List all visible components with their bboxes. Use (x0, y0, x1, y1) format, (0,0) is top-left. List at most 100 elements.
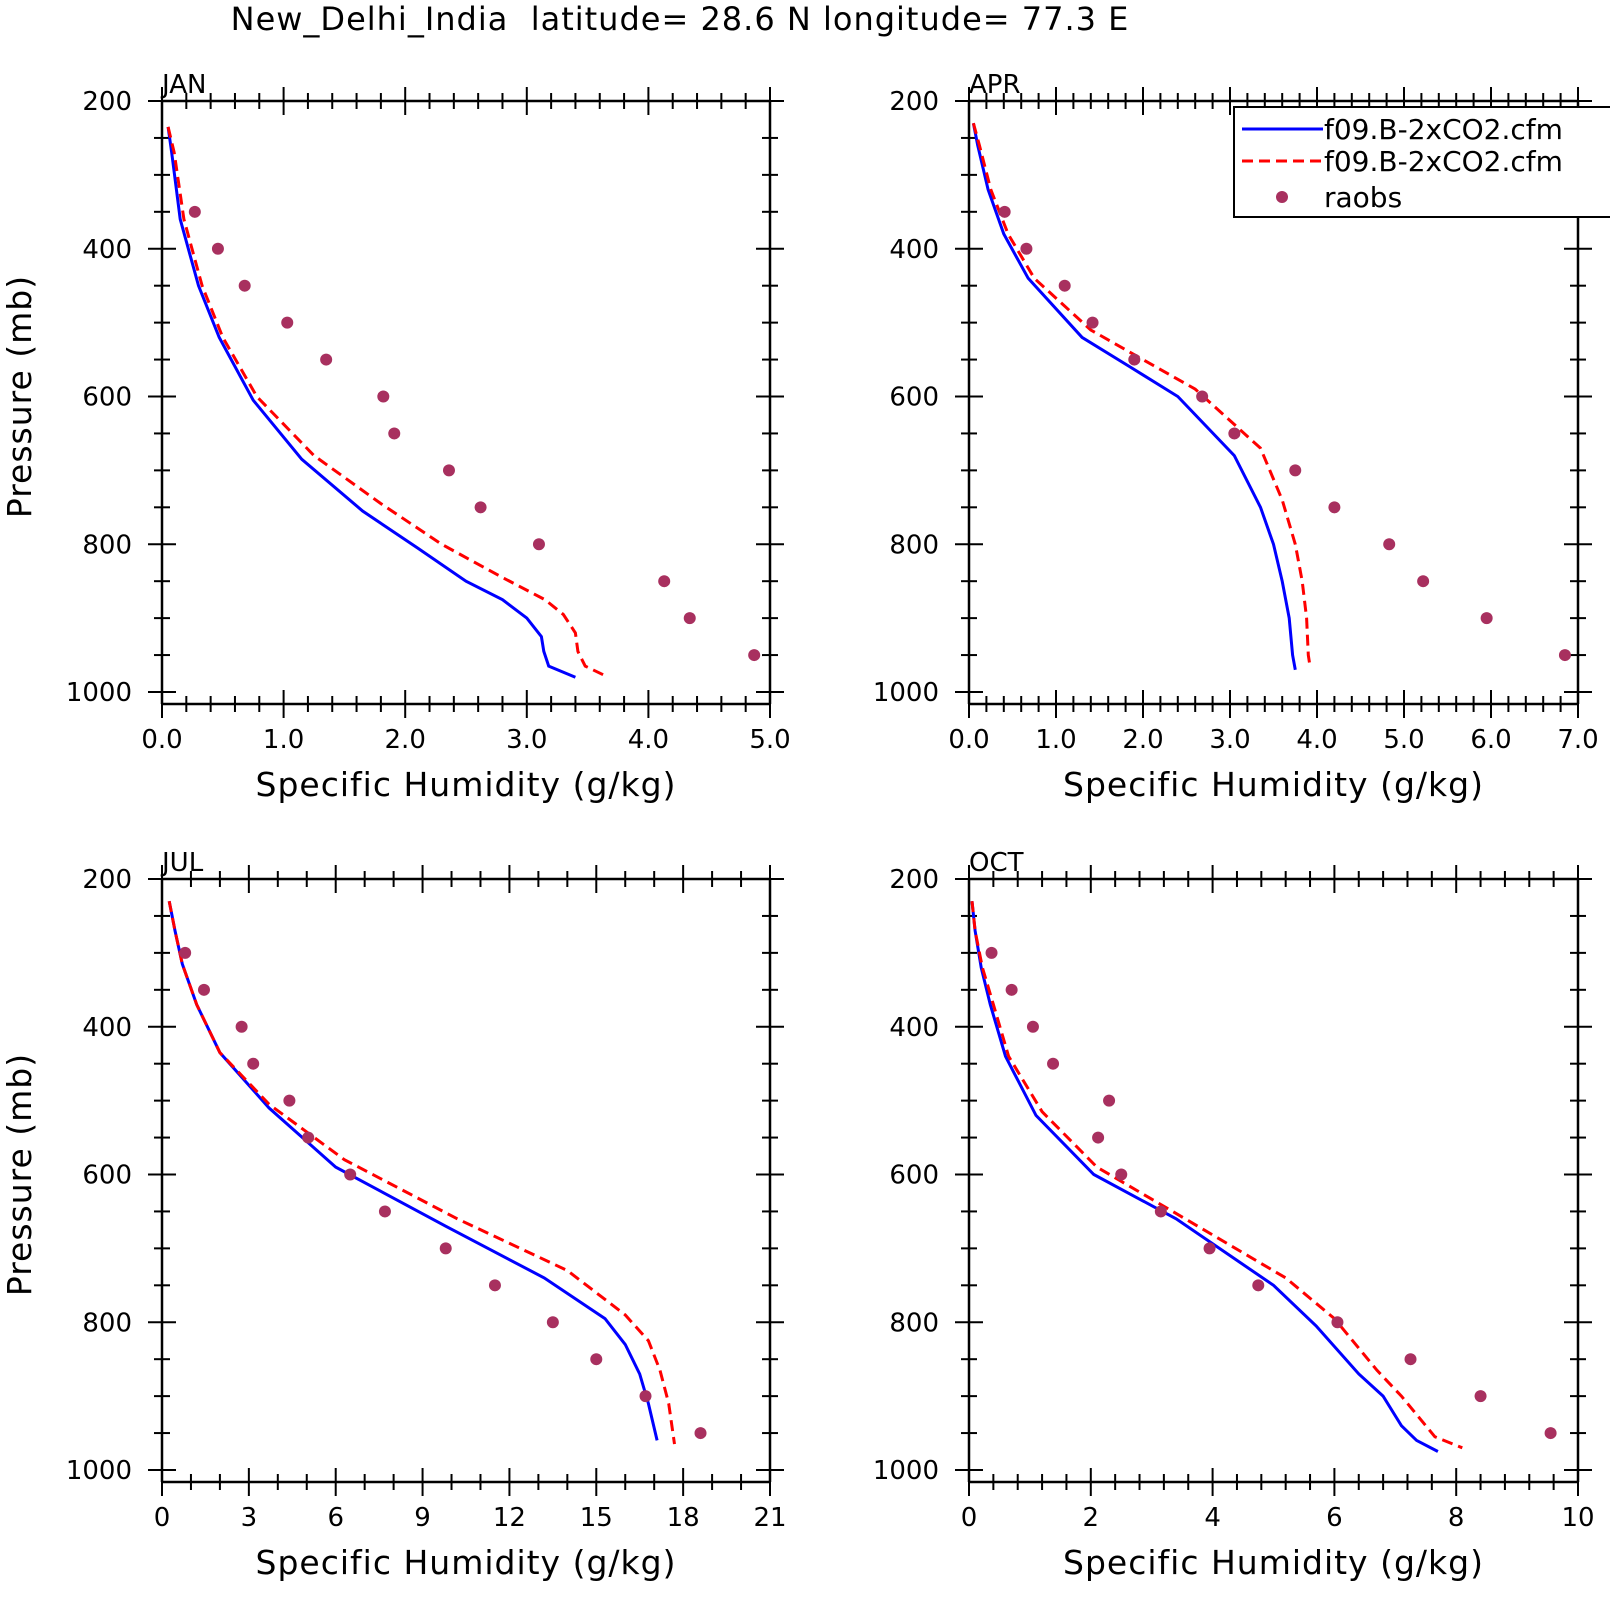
raobs-point (1092, 1131, 1105, 1144)
y-tick-label: 600 (889, 1161, 939, 1191)
legend-label-1: f09.B-2xCO2.cfm (1324, 113, 1563, 146)
raobs-point (344, 1168, 357, 1181)
x-axis-title: Specific Humidity (g/kg) (1063, 1543, 1484, 1582)
x-tick-label: 1.0 (263, 725, 304, 755)
y-tick-label: 200 (889, 87, 939, 117)
y-axis-title: Pressure (mb) (0, 275, 39, 518)
raobs-point (188, 205, 201, 218)
y-tick-label: 1000 (873, 678, 939, 708)
raobs-point (1544, 1427, 1557, 1440)
raobs-point (1417, 575, 1430, 588)
series-line-dashed (166, 126, 609, 679)
raobs-point (694, 1427, 707, 1440)
y-tick-label: 400 (889, 1013, 939, 1043)
raobs-point (1103, 1094, 1116, 1107)
x-tick-label: 4.0 (628, 725, 669, 755)
x-tick-label: 5.0 (1383, 725, 1424, 755)
raobs-point (1047, 1057, 1060, 1070)
raobs-point (639, 1390, 652, 1403)
series-line-solid (971, 122, 1297, 671)
panel-label: JAN (160, 70, 206, 100)
y-tick-label: 400 (82, 235, 132, 265)
raobs-point (1474, 1390, 1487, 1403)
raobs-point (378, 1205, 391, 1218)
raobs-point (238, 279, 251, 292)
y-tick-label: 400 (889, 235, 939, 265)
raobs-point (590, 1353, 603, 1366)
raobs-point (998, 205, 1011, 218)
x-tick-label: 0 (154, 1503, 171, 1533)
raobs-point (439, 1242, 452, 1255)
raobs-point (532, 538, 545, 551)
raobs-point (179, 946, 192, 959)
raobs-point (247, 1057, 260, 1070)
x-tick-label: 0.0 (948, 725, 989, 755)
x-tick-label: 8 (1448, 1503, 1465, 1533)
series-line-solid (166, 126, 576, 679)
y-tick-label: 200 (82, 865, 132, 895)
panel-jul: JUL 200 400 600 800 1000 0 3 6 9 12 15 18 21 Specific … (0, 848, 787, 1582)
x-tick-label: 15 (580, 1503, 613, 1533)
y-axis-title: Pressure (mb) (0, 1053, 39, 1296)
raobs-point (1203, 1242, 1216, 1255)
raobs-point (658, 575, 671, 588)
y-tick-label: 200 (889, 865, 939, 895)
raobs-point (281, 316, 294, 329)
y-tick-label: 800 (889, 530, 939, 560)
legend-label-3: raobs (1324, 181, 1402, 214)
raobs-point (1289, 464, 1302, 477)
x-axis-title: Specific Humidity (g/kg) (256, 1543, 677, 1582)
raobs-point (1252, 1279, 1265, 1292)
x-tick-label: 2.0 (1122, 725, 1163, 755)
raobs-point (546, 1316, 559, 1329)
x-tick-label: 0.0 (141, 725, 182, 755)
series-line-solid (970, 901, 1439, 1453)
y-tick-label: 600 (82, 1161, 132, 1191)
legend: f09.B-2xCO2.cfm f09.B-2xCO2.cfm raobs (1233, 106, 1610, 218)
panel-apr: APR 200 400 600 800 1000 0.0 1.0 2.0 3.0 4.0 5.0 6.0… (873, 70, 1599, 804)
panel-label: APR (969, 70, 1021, 100)
raobs-point (1128, 353, 1141, 366)
x-tick-label: 7.0 (1557, 725, 1598, 755)
raobs-point (1480, 612, 1493, 625)
x-tick-label: 3.0 (1209, 725, 1250, 755)
y-tick-label: 800 (82, 530, 132, 560)
y-tick-label: 600 (889, 383, 939, 413)
y-tick-label: 800 (82, 1308, 132, 1338)
raobs-point (1086, 316, 1099, 329)
legend-box (1233, 106, 1610, 218)
x-tick-label: 18 (667, 1503, 700, 1533)
x-tick-label: 12 (493, 1503, 526, 1533)
x-axis-title: Specific Humidity (g/kg) (1063, 765, 1484, 804)
raobs-point (1005, 983, 1018, 996)
raobs-point (377, 390, 390, 403)
raobs-point (1115, 1168, 1128, 1181)
x-tick-label: 1.0 (1035, 725, 1076, 755)
raobs-point (1020, 242, 1033, 255)
panel-oct: OCT 200 400 600 800 1000 0 2 4 6 8 10 Specific Humid… (873, 848, 1595, 1582)
legend-label-2: f09.B-2xCO2.cfm (1324, 145, 1563, 178)
raobs-point (1058, 279, 1071, 292)
raobs-point (1328, 501, 1341, 514)
raobs-point (235, 1020, 248, 1033)
x-tick-label: 21 (753, 1503, 786, 1533)
series-line-dashed (970, 901, 1463, 1450)
panel-label: OCT (969, 848, 1024, 878)
raobs-point (1026, 1020, 1039, 1033)
y-tick-label: 800 (889, 1308, 939, 1338)
x-tick-label: 2 (1083, 1503, 1100, 1533)
raobs-point (442, 464, 455, 477)
raobs-point (1196, 390, 1209, 403)
raobs-point (748, 649, 761, 662)
series-line-dashed (167, 900, 676, 1445)
raobs-point (1558, 649, 1571, 662)
x-tick-label: 0 (961, 1503, 978, 1533)
x-tick-label: 2.0 (385, 725, 426, 755)
raobs-point (1228, 427, 1241, 440)
series-line-solid (167, 900, 659, 1441)
y-tick-label: 200 (82, 87, 132, 117)
x-tick-label: 3 (241, 1503, 258, 1533)
raobs-point (197, 983, 210, 996)
raobs-point (1404, 1353, 1417, 1366)
